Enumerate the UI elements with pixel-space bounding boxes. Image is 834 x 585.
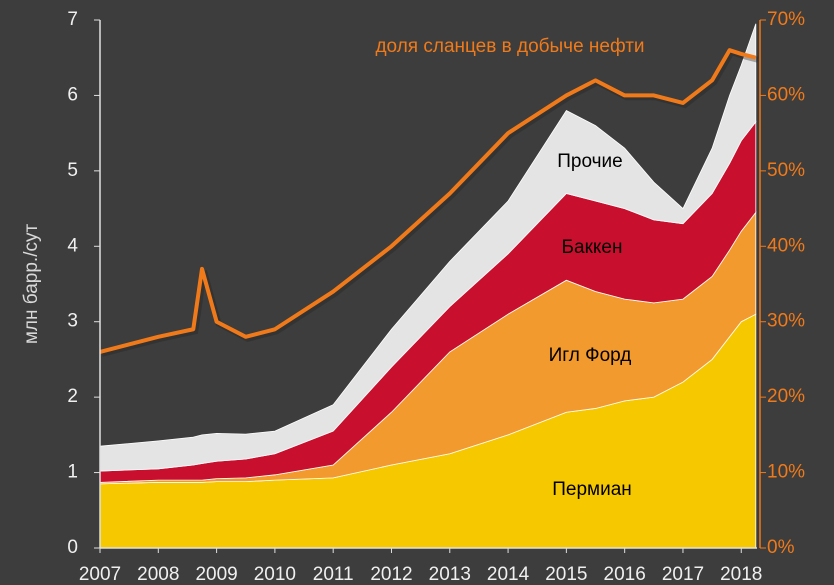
y-tick-label: 4: [67, 235, 78, 256]
series-label: Прочие: [557, 151, 622, 172]
y-tick-label: 3: [67, 311, 78, 332]
x-tick-label: 2016: [604, 564, 646, 585]
series-label: доля сланцев в добыче нефти: [375, 36, 644, 57]
x-tick-label: 2013: [429, 564, 471, 585]
y2-tick-label: 60%: [767, 84, 805, 105]
y-tick-label: 6: [67, 84, 78, 105]
x-tick-label: 2010: [254, 564, 296, 585]
y-axis-label: млн барр./сут: [21, 224, 42, 345]
x-tick-label: 2012: [370, 564, 412, 585]
y2-tick-label: 0%: [767, 537, 795, 558]
x-tick-label: 2007: [79, 564, 121, 585]
x-tick-label: 2014: [487, 564, 530, 585]
series-label: Баккен: [562, 237, 623, 258]
x-tick-label: 2009: [195, 564, 237, 585]
y2-tick-label: 10%: [767, 462, 805, 483]
series-label: Игл Форд: [549, 345, 632, 366]
x-tick-label: 2011: [313, 564, 354, 585]
y-tick-label: 1: [67, 462, 78, 483]
area: [99, 23, 757, 472]
y-tick-label: 2: [67, 386, 78, 407]
y2-tick-label: 30%: [767, 311, 805, 332]
y2-tick-label: 70%: [767, 9, 805, 30]
line: [99, 48, 757, 354]
x-tick-label: 2008: [137, 564, 179, 585]
y2-tick-label: 20%: [767, 386, 805, 407]
y-tick-label: 0: [67, 537, 78, 558]
x-tick-label: 2017: [662, 564, 704, 585]
y-tick-label: 5: [67, 160, 78, 181]
y-tick-label: 7: [67, 9, 78, 30]
series-label: Пермиан: [552, 479, 632, 500]
x-tick-label: 2015: [545, 564, 587, 585]
y2-tick-label: 40%: [767, 235, 805, 256]
x-tick-label: 2018: [720, 564, 762, 585]
y2-tick-label: 50%: [767, 160, 805, 181]
